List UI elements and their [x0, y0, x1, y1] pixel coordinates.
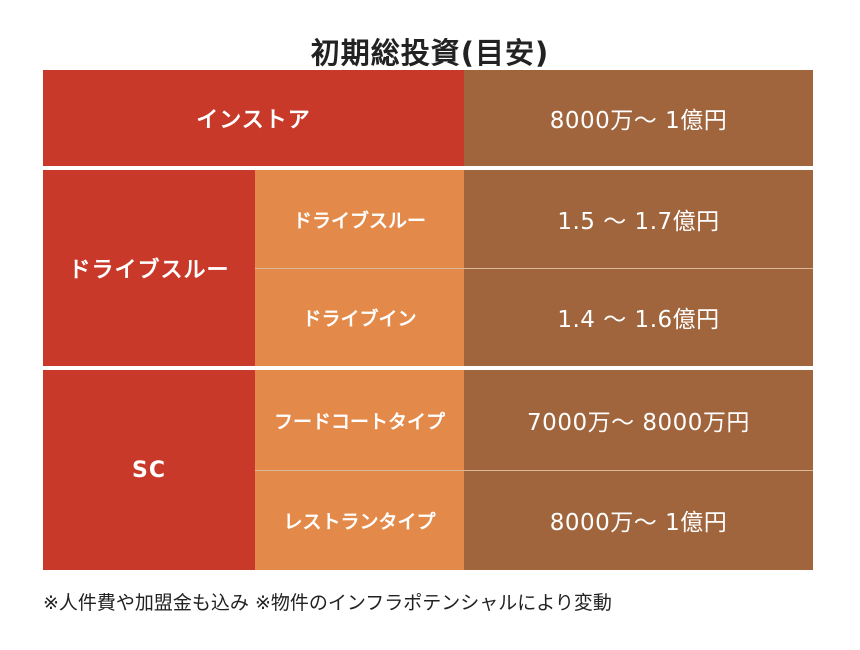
sub-label-food-court: フードコートタイプ	[255, 370, 464, 470]
investment-table: インストア 8000万～ 1億円 ドライブスルー ドライブスルー 1.5 ～ 1…	[43, 70, 813, 570]
page-title: 初期総投資(目安)	[310, 36, 550, 70]
divider-drive-thru	[255, 268, 813, 269]
row-value-instore: 8000万～ 1億円	[464, 70, 813, 166]
footnote: ※人件費や加盟金も込み ※物件のインフラポテンシャルにより変動	[43, 592, 612, 614]
sub-label-restaurant: レストランタイプ	[255, 470, 464, 570]
group-label-drive-thru: ドライブスルー	[43, 170, 255, 366]
group-label-sc: SC	[43, 370, 255, 570]
row-label-instore: インストア	[43, 70, 464, 166]
sub-value-drive-thru: 1.5 ～ 1.7億円	[464, 170, 813, 268]
sub-value-food-court: 7000万～ 8000万円	[464, 370, 813, 470]
sub-label-drive-thru: ドライブスルー	[255, 170, 464, 268]
divider-sc	[255, 470, 813, 471]
sub-label-drive-in: ドライブイン	[255, 268, 464, 366]
sub-value-drive-in: 1.4 ～ 1.6億円	[464, 268, 813, 366]
sub-value-restaurant: 8000万～ 1億円	[464, 470, 813, 570]
